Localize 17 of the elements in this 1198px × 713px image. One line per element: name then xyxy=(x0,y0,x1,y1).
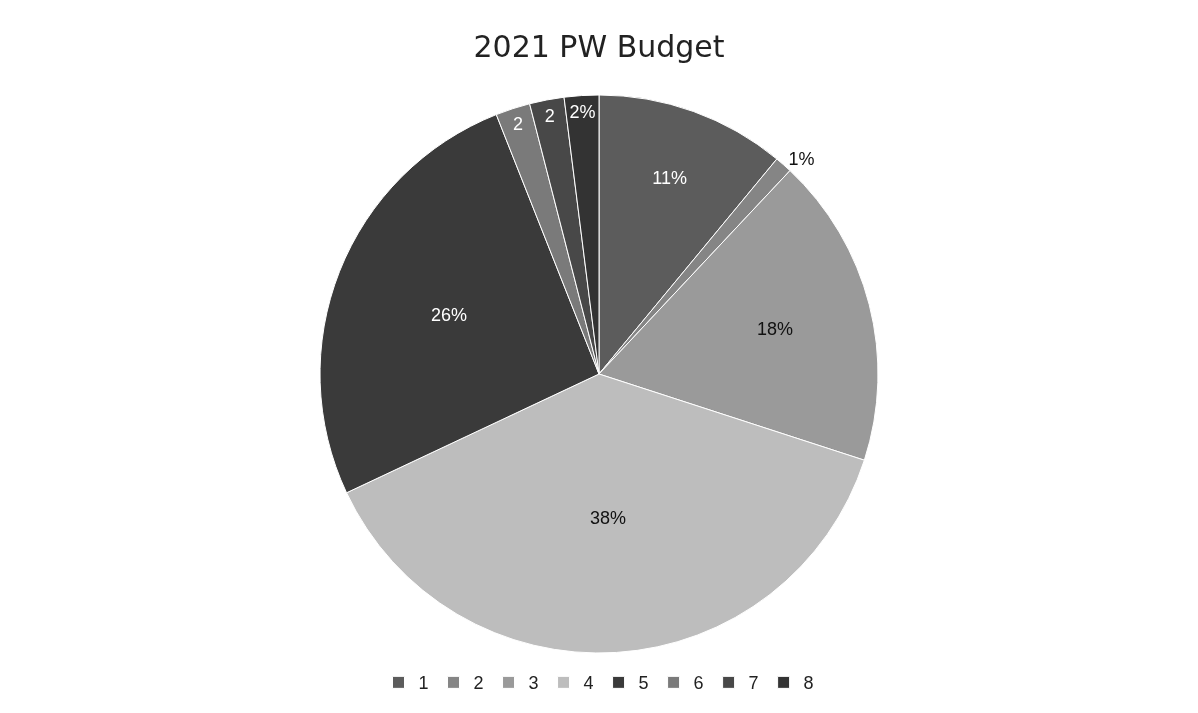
chart-title: 2021 PW Budget xyxy=(473,28,725,64)
legend-label: 8 xyxy=(803,673,814,694)
legend-label: 4 xyxy=(583,673,594,694)
data-label: 26% xyxy=(430,304,467,325)
data-label: 18% xyxy=(756,318,793,339)
data-label: 1% xyxy=(788,149,815,170)
legend-label: 6 xyxy=(693,673,704,694)
data-label: 11% xyxy=(652,167,687,188)
data-label: 38% xyxy=(590,508,627,529)
legend-label: 2 xyxy=(473,673,484,694)
legend-label: 5 xyxy=(638,673,649,694)
legend-label: 7 xyxy=(748,673,759,694)
data-label: 2% xyxy=(569,102,596,122)
legend-label: 3 xyxy=(528,673,539,694)
data-label: 2 xyxy=(512,114,523,135)
data-label: 2 xyxy=(544,106,555,127)
legend-label: 1 xyxy=(418,673,429,694)
